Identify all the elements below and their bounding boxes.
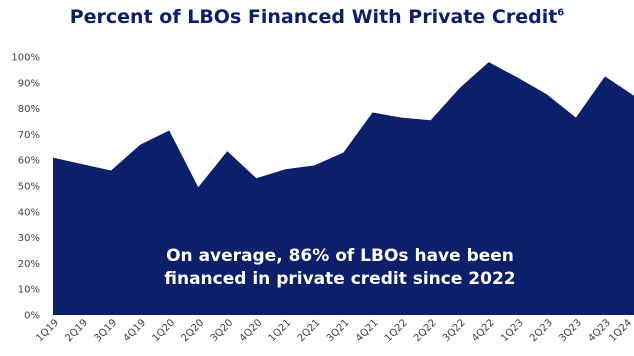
chart-title: Percent of LBOs Financed With Private Cr… bbox=[0, 6, 634, 28]
x-tick-label: 3Q21 bbox=[325, 317, 352, 344]
x-tick-label: 2Q20 bbox=[180, 317, 207, 344]
y-axis: 0% 10% 20% 30% 40% 50% 60% 70% 80% 90% 100% bbox=[11, 53, 40, 322]
x-tick-label: 3Q19 bbox=[92, 317, 119, 344]
y-tick-label: 30% bbox=[18, 233, 40, 244]
series-area bbox=[53, 62, 634, 315]
title-footnote-marker: 6 bbox=[557, 7, 565, 19]
x-tick-label: 2Q19 bbox=[63, 317, 90, 344]
chart-title-text: Percent of LBOs Financed With Private Cr… bbox=[69, 6, 558, 28]
x-tick-label: 4Q19 bbox=[121, 317, 148, 344]
y-tick-label: 40% bbox=[18, 207, 40, 218]
annotation-line-2: financed in private credit since 2022 bbox=[164, 269, 515, 289]
x-tick-label: 3Q22 bbox=[441, 317, 468, 344]
x-tick-label: 4Q22 bbox=[470, 317, 497, 344]
y-tick-label: 100% bbox=[11, 53, 40, 64]
y-tick-label: 20% bbox=[18, 259, 40, 270]
chart-annotation: On average, 86% of LBOs have been financ… bbox=[164, 246, 515, 289]
x-tick-label: 4Q23 bbox=[586, 317, 613, 344]
x-tick-label: 1Q22 bbox=[383, 317, 410, 344]
annotation-line-1: On average, 86% of LBOs have been bbox=[166, 246, 514, 266]
y-tick-label: 10% bbox=[18, 285, 40, 296]
x-tick-label: 2Q22 bbox=[412, 317, 439, 344]
x-tick-label: 1Q20 bbox=[150, 317, 177, 344]
plot-area bbox=[52, 62, 634, 315]
x-tick-label: 2Q23 bbox=[528, 317, 555, 344]
y-tick-label: 0% bbox=[24, 311, 40, 322]
y-tick-label: 80% bbox=[18, 104, 40, 115]
y-tick-label: 70% bbox=[18, 130, 40, 141]
y-tick-label: 90% bbox=[18, 78, 40, 89]
x-tick-label: 2Q21 bbox=[296, 317, 323, 344]
x-tick-label: 1Q23 bbox=[499, 317, 526, 344]
x-tick-label: 1Q24 bbox=[607, 317, 634, 344]
y-tick-label: 60% bbox=[18, 156, 40, 167]
x-tick-label: 4Q20 bbox=[238, 317, 265, 344]
x-axis: 1Q19 2Q19 3Q19 4Q19 1Q20 2Q20 3Q20 4Q20 1Q21 2Q21… bbox=[34, 317, 634, 344]
x-tick-label: 3Q23 bbox=[557, 317, 584, 344]
x-tick-label: 4Q21 bbox=[354, 317, 381, 344]
y-tick-label: 50% bbox=[18, 182, 40, 193]
x-tick-label: 1Q21 bbox=[267, 317, 294, 344]
x-tick-label: 3Q20 bbox=[209, 317, 236, 344]
